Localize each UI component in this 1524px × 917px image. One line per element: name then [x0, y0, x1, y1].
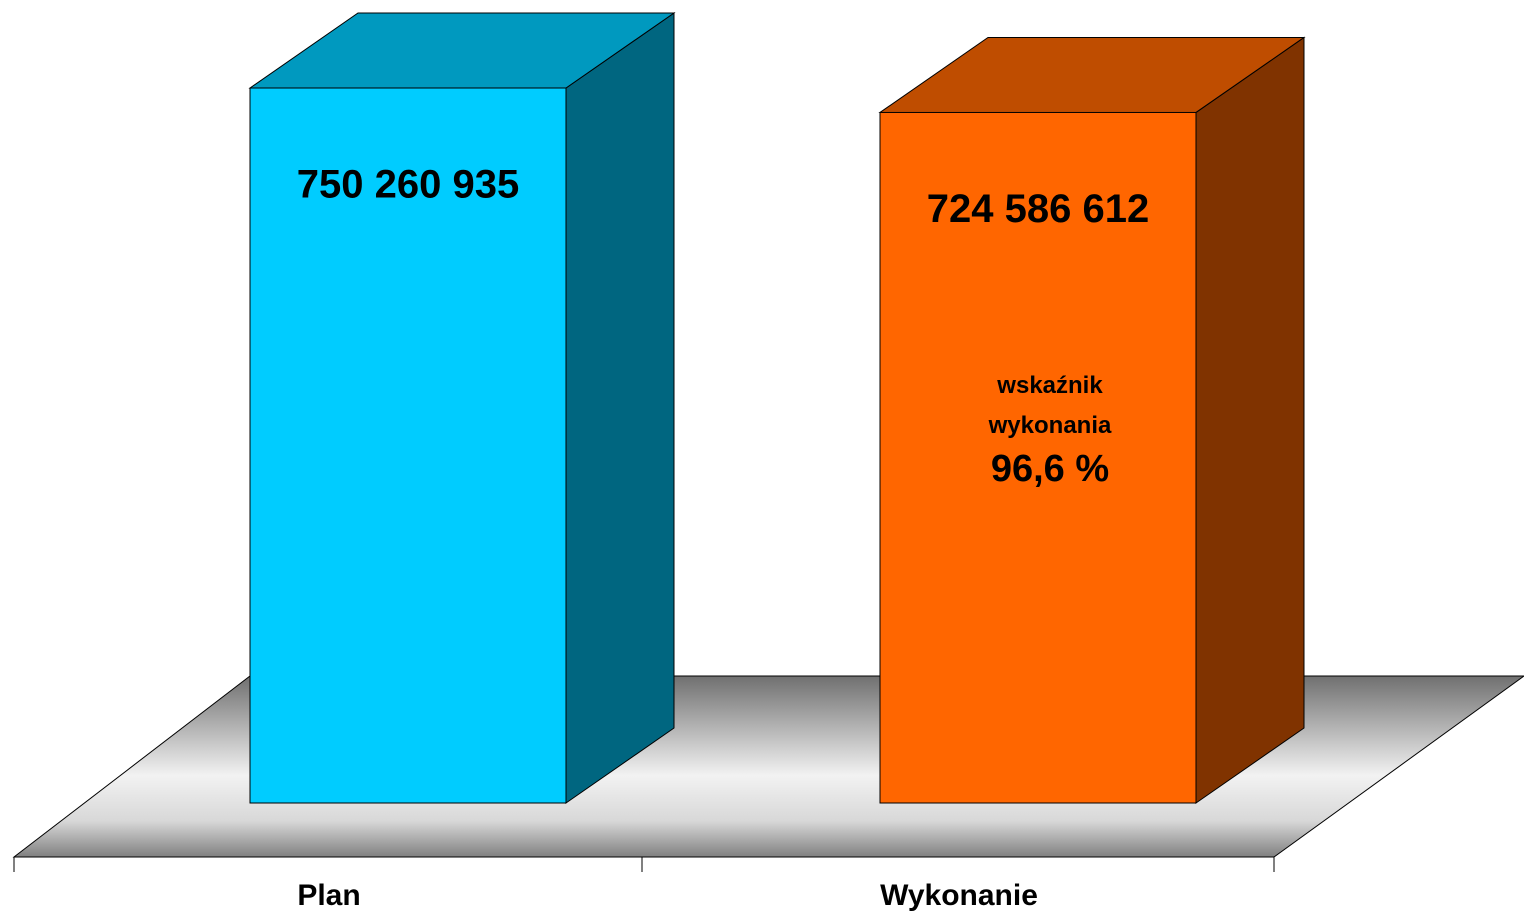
x-tick-label: Plan [297, 879, 360, 912]
bar [879, 111, 1197, 804]
bar-side [1195, 36, 1305, 804]
x-tick-label: Wykonanie [880, 879, 1038, 912]
value-label: 724 586 612 [927, 187, 1149, 231]
bar-side [565, 12, 675, 804]
annotation-value: 96,6 % [990, 448, 1110, 490]
annotation-label: wskaźnik wykonania [988, 372, 1112, 439]
value-label: 750 260 935 [297, 163, 519, 207]
bar [249, 87, 567, 804]
